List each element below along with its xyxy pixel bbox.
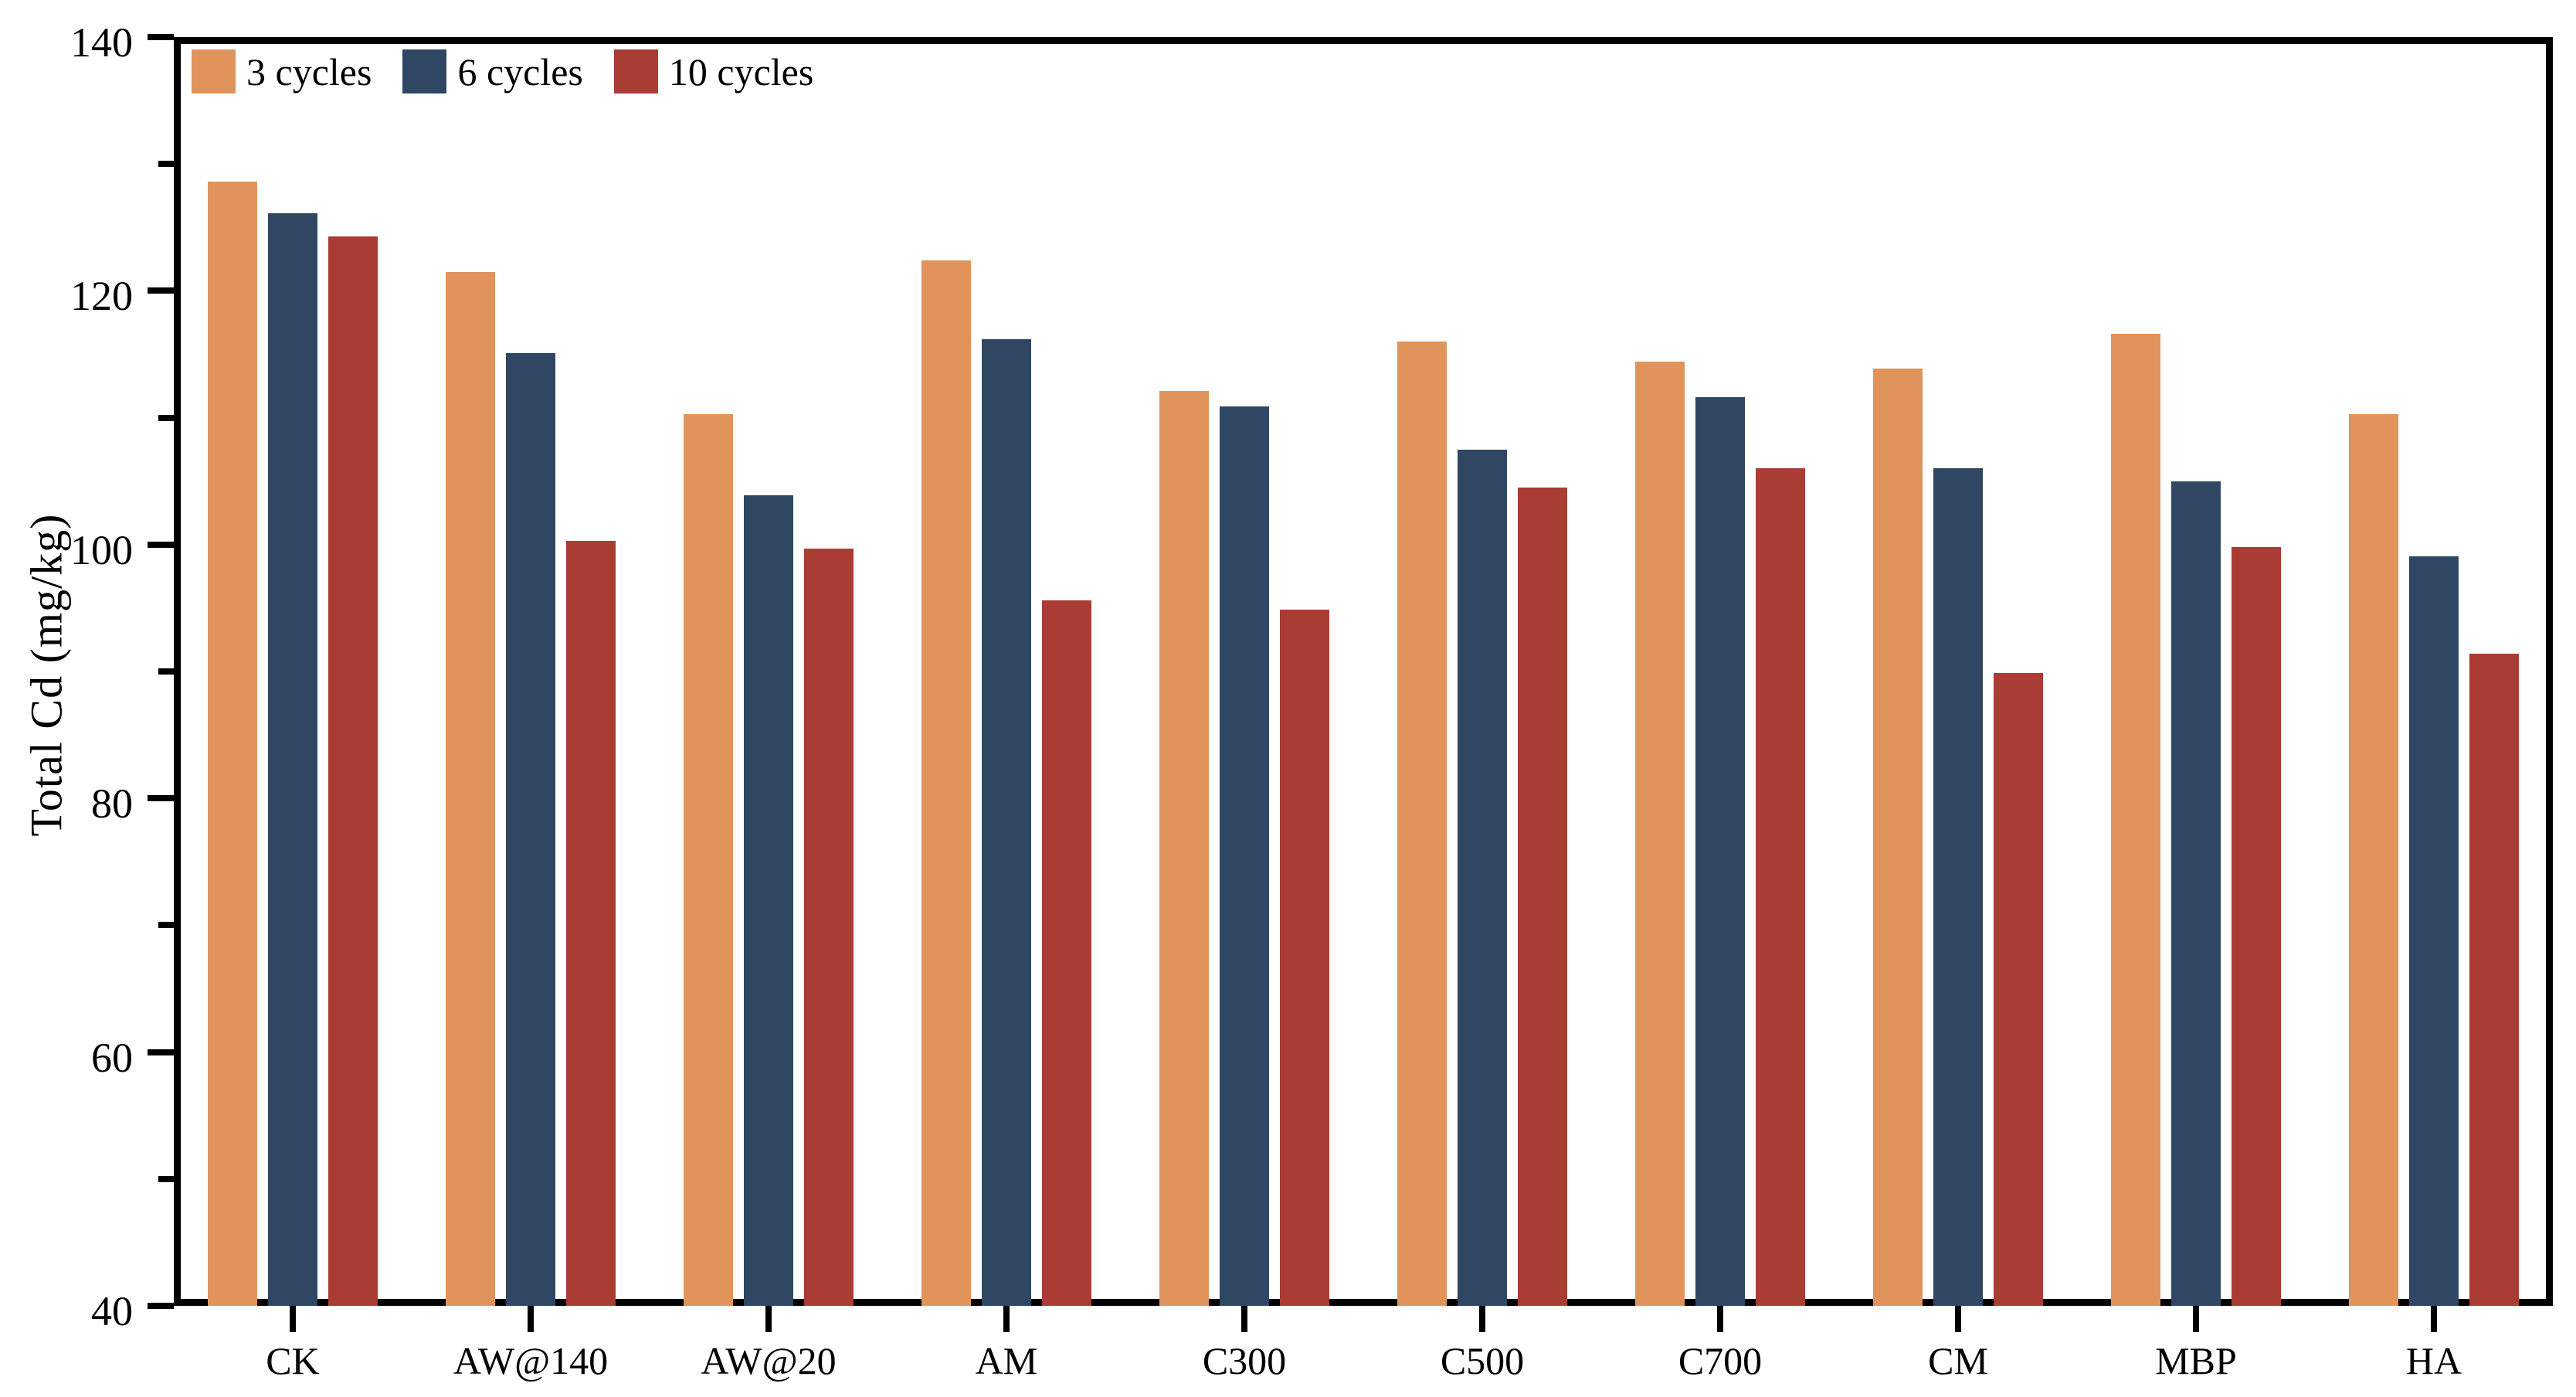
bar-C300-10-cycles (1280, 609, 1329, 1306)
legend-item-3-cycles: 3 cycles (192, 49, 402, 93)
bar-C300-6-cycles (1220, 406, 1269, 1306)
x-tick-CM (1955, 1306, 1961, 1332)
y-tick-label-80: 80 (91, 780, 133, 828)
y-minor-tick-110 (158, 414, 174, 421)
x-tick-label-C700: C700 (1678, 1339, 1763, 1382)
bar-group-AW@20 (650, 37, 888, 1306)
bar-C700-3-cycles (1635, 362, 1685, 1306)
bar-group-CK (174, 37, 412, 1306)
bar-group-MBP (2077, 37, 2315, 1306)
x-tick-label-CM: CM (1928, 1339, 1988, 1382)
y-minor-tick-70 (158, 922, 174, 929)
bar-group-CM (1839, 37, 2077, 1306)
y-tick-label-140: 140 (70, 19, 133, 66)
bar-AM-10-cycles (1042, 600, 1091, 1306)
x-tick-MBP (2193, 1306, 2199, 1332)
bar-MBP-3-cycles (2111, 334, 2160, 1306)
x-tick-label-C300: C300 (1202, 1339, 1287, 1382)
bar-C700-6-cycles (1695, 397, 1745, 1306)
bar-AW@140-10-cycles (566, 540, 616, 1306)
x-tick-label-AM: AM (975, 1339, 1038, 1382)
x-tick-C700 (1717, 1306, 1723, 1332)
bar-CK-10-cycles (328, 236, 378, 1306)
y-axis-title: Total Cd (mg/kg) (21, 513, 72, 837)
bar-CM-10-cycles (1994, 672, 2043, 1306)
bar-C300-3-cycles (1159, 391, 1209, 1306)
bar-MBP-10-cycles (2232, 547, 2281, 1306)
y-major-tick-60 (148, 1049, 174, 1055)
bar-group-C500 (1363, 37, 1601, 1306)
bar-group-C300 (1125, 37, 1363, 1306)
bar-CM-6-cycles (1933, 468, 1983, 1306)
bar-CK-3-cycles (208, 182, 257, 1306)
legend-swatch-3-cycles (192, 49, 236, 93)
bars-layer (174, 37, 2553, 1306)
bar-HA-6-cycles (2409, 556, 2459, 1306)
bar-AW@20-10-cycles (804, 548, 854, 1306)
x-tick-label-C500: C500 (1440, 1339, 1525, 1382)
bar-CK-6-cycles (268, 213, 317, 1306)
bar-AM-6-cycles (982, 338, 1031, 1306)
legend-label-3-cycles: 3 cycles (246, 49, 372, 93)
bar-AW@140-3-cycles (446, 271, 495, 1306)
bar-HA-3-cycles (2349, 413, 2398, 1306)
legend-item-6-cycles: 6 cycles (402, 49, 613, 93)
x-tick-label-AW@140: AW@140 (453, 1339, 609, 1382)
y-tick-label-40: 40 (91, 1288, 133, 1334)
legend-label-10-cycles: 10 cycles (668, 49, 814, 93)
x-tick-AM (1003, 1306, 1010, 1332)
y-tick-label-100: 100 (70, 526, 133, 573)
bar-MBP-6-cycles (2171, 481, 2221, 1306)
x-tick-CK (290, 1306, 296, 1332)
x-tick-label-AW@20: AW@20 (701, 1339, 837, 1382)
bar-C700-10-cycles (1756, 468, 1805, 1306)
bar-C500-3-cycles (1397, 342, 1447, 1306)
bar-group-AM (888, 37, 1125, 1306)
legend-swatch-6-cycles (402, 49, 447, 93)
bar-C500-10-cycles (1518, 487, 1567, 1306)
x-tick-label-CK: CK (266, 1339, 320, 1382)
y-minor-tick-50 (158, 1175, 174, 1182)
y-minor-tick-90 (158, 668, 174, 675)
x-tick-AW@140 (528, 1306, 534, 1332)
y-major-tick-120 (148, 287, 174, 294)
legend-swatch-10-cycles (613, 49, 658, 93)
y-major-tick-100 (148, 541, 174, 548)
x-tick-AW@20 (765, 1306, 772, 1332)
y-major-tick-80 (148, 795, 174, 802)
bar-AW@140-6-cycles (506, 352, 555, 1306)
bar-AW@20-6-cycles (744, 495, 793, 1306)
bar-group-HA (2315, 37, 2553, 1306)
x-tick-label-HA: HA (2405, 1339, 2462, 1382)
y-minor-tick-130 (158, 161, 174, 168)
legend-label-6-cycles: 6 cycles (457, 49, 583, 93)
x-tick-C300 (1241, 1306, 1247, 1332)
x-tick-C500 (1479, 1306, 1485, 1332)
y-tick-label-120: 120 (70, 273, 133, 320)
bar-group-C700 (1601, 37, 1839, 1306)
y-major-tick-40 (148, 1303, 174, 1309)
bar-AM-3-cycles (921, 260, 971, 1306)
bar-HA-10-cycles (2469, 654, 2519, 1306)
bar-C500-6-cycles (1458, 449, 1507, 1306)
bar-CM-3-cycles (1873, 368, 1923, 1306)
x-tick-HA (2431, 1306, 2437, 1332)
y-tick-label-60: 60 (91, 1034, 133, 1081)
y-major-tick-140 (148, 34, 174, 40)
bar-AW@20-3-cycles (684, 413, 733, 1306)
legend: 3 cycles 6 cycles 10 cycles (192, 49, 844, 93)
bar-group-AW@140 (412, 37, 650, 1306)
legend-item-10-cycles: 10 cycles (613, 49, 844, 93)
x-tick-label-MBP: MBP (2155, 1339, 2237, 1382)
